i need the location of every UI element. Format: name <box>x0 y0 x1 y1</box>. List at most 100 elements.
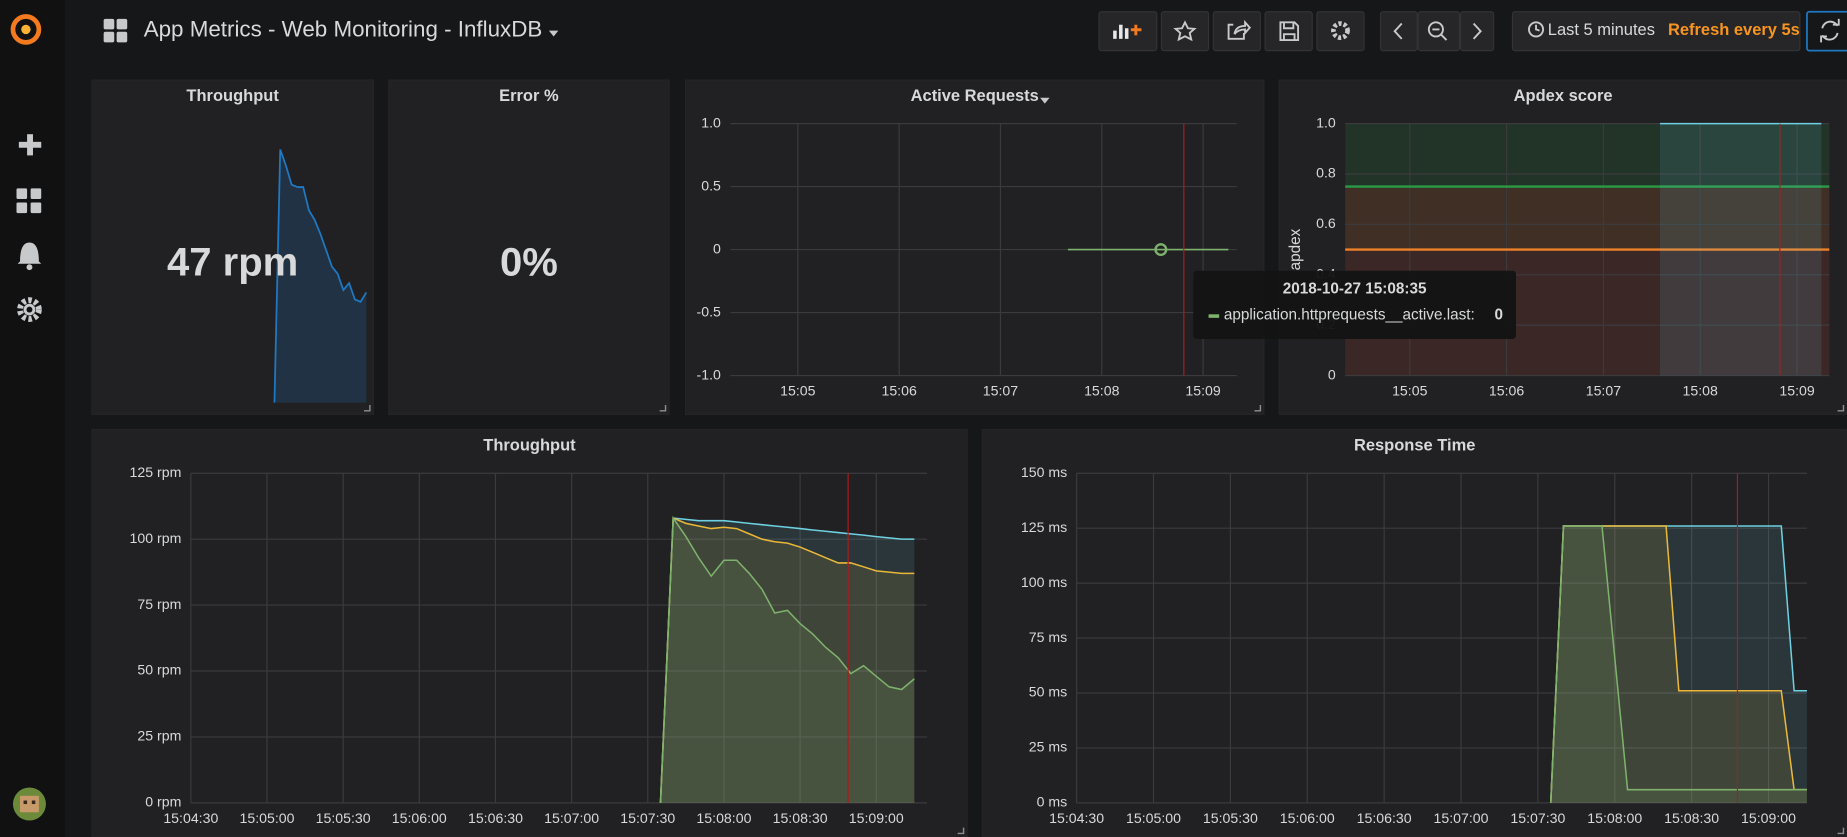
y-tick-label: 100 ms <box>1021 574 1067 590</box>
resize-handle <box>1837 827 1845 835</box>
x-tick-label: 15:08:30 <box>1664 810 1719 826</box>
refresh-interval[interactable]: Refresh every 5s <box>1668 21 1800 39</box>
y-tick-label: 125 rpm <box>130 464 182 480</box>
x-tick-label: 15:09 <box>1779 383 1815 399</box>
x-tick-label: 15:05:30 <box>1203 810 1258 826</box>
refresh-button[interactable] <box>1806 10 1847 52</box>
y-tick-label: -1.0 <box>697 366 721 382</box>
resize-handle <box>1837 404 1845 412</box>
x-tick-label: 15:08 <box>1084 383 1120 399</box>
threshold-band <box>1345 123 1830 187</box>
y-tick-label: 100 rpm <box>130 530 182 546</box>
x-tick-label: 15:06:30 <box>468 810 523 826</box>
x-tick-label: 15:07 <box>983 383 1019 399</box>
sparkline-area <box>274 149 367 403</box>
series-area <box>660 518 915 803</box>
x-tick-label: 15:05:00 <box>239 810 294 826</box>
x-tick-label: 15:08:00 <box>696 810 751 826</box>
resize-handle <box>1254 404 1262 412</box>
y-tick-label: 0 <box>1328 366 1336 382</box>
x-tick-label: 15:05 <box>780 383 816 399</box>
user-avatar[interactable] <box>12 787 46 821</box>
x-tick-label: 15:07:30 <box>1510 810 1565 826</box>
save-button[interactable] <box>1264 11 1313 52</box>
stat-value: 47 rpm <box>167 240 298 284</box>
dashboard-title[interactable]: App Metrics - Web Monitoring - InfluxDB <box>144 17 543 42</box>
dashboard-icon[interactable] <box>103 18 128 43</box>
configuration-icon[interactable] <box>17 297 42 322</box>
y-tick-label: 1.0 <box>701 114 721 130</box>
threshold-band <box>1345 186 1830 250</box>
x-tick-label: 15:09:00 <box>1741 810 1796 826</box>
panel <box>981 429 1847 837</box>
time-picker[interactable] <box>1511 11 1801 52</box>
x-tick-label: 15:05 <box>1392 383 1428 399</box>
y-tick-label: 0 <box>713 240 721 256</box>
tooltip-swatch <box>1208 314 1220 318</box>
panel-title: Apdex score <box>1514 87 1613 105</box>
x-tick-label: 15:08:00 <box>1587 810 1642 826</box>
create-icon[interactable] <box>18 134 42 156</box>
y-tick-label: 0 rpm <box>145 794 181 810</box>
title-caret[interactable] <box>548 30 559 37</box>
title-dropdown-caret[interactable] <box>1040 97 1050 104</box>
logo[interactable] <box>10 14 42 45</box>
y-tick-label: 50 rpm <box>137 662 181 678</box>
series-area <box>660 518 915 803</box>
series-area <box>660 518 915 803</box>
panel-title: Error % <box>499 87 559 105</box>
x-tick-label: 15:08:30 <box>773 810 828 826</box>
x-tick-label: 15:07:00 <box>1434 810 1489 826</box>
x-tick-label: 15:07 <box>1586 383 1622 399</box>
series-area <box>1659 123 1822 376</box>
panel <box>684 79 1265 415</box>
y-tick-label: 0.8 <box>1316 165 1336 181</box>
series-area <box>1550 525 1807 803</box>
sparkline <box>273 149 368 403</box>
add-panel-button[interactable] <box>1098 11 1158 52</box>
tooltip-time: 2018-10-27 15:08:35 <box>1283 281 1427 298</box>
series-line <box>659 517 915 803</box>
series-area <box>1550 525 1807 803</box>
panel-title: Active Requests <box>911 87 1039 105</box>
tooltip-value: 0 <box>1495 307 1504 324</box>
y-tick-label: 75 ms <box>1029 629 1067 645</box>
resize-handle <box>363 404 371 412</box>
y-tick-label: 50 ms <box>1029 684 1067 700</box>
time-forward-button[interactable] <box>1460 11 1495 52</box>
time-back-button[interactable] <box>1379 11 1418 52</box>
panel <box>91 79 374 415</box>
y-tick-label: 0.6 <box>1316 215 1336 231</box>
x-tick-label: 15:07:30 <box>620 810 675 826</box>
panel-title: Throughput <box>186 87 279 105</box>
settings-button[interactable] <box>1316 11 1365 52</box>
x-tick-label: 15:09:00 <box>849 810 904 826</box>
share-button[interactable] <box>1212 11 1261 52</box>
resize-handle <box>659 404 667 412</box>
dashboards-icon[interactable] <box>16 188 42 214</box>
y-tick-label: 150 ms <box>1021 464 1067 480</box>
tooltip-series: application.httprequests__active.last: <box>1224 307 1475 324</box>
y-tick-label: 0 ms <box>1037 794 1068 810</box>
y-tick-label: 1.0 <box>1316 114 1336 130</box>
x-tick-label: 15:09 <box>1185 383 1221 399</box>
y-tick-label: 0.5 <box>701 177 721 193</box>
x-tick-label: 15:04:30 <box>163 810 218 826</box>
x-tick-label: 15:06:00 <box>1280 810 1335 826</box>
x-tick-label: 15:08 <box>1683 383 1719 399</box>
panel <box>91 429 968 837</box>
y-axis-label: apdex <box>1287 228 1304 270</box>
tooltip <box>1193 270 1517 340</box>
alerting-icon[interactable] <box>17 242 42 271</box>
star-button[interactable] <box>1160 11 1210 52</box>
panel-title: Response Time <box>1354 437 1475 455</box>
x-tick-label: 15:05:30 <box>316 810 371 826</box>
x-tick-label: 15:07:00 <box>544 810 599 826</box>
time-range[interactable]: Last 5 minutes <box>1548 21 1655 39</box>
sidebar <box>0 0 65 837</box>
series-line <box>659 515 915 803</box>
panel-title: Throughput <box>483 437 576 455</box>
x-tick-label: 15:06 <box>1489 383 1525 399</box>
zoom-out-button[interactable] <box>1417 11 1461 52</box>
